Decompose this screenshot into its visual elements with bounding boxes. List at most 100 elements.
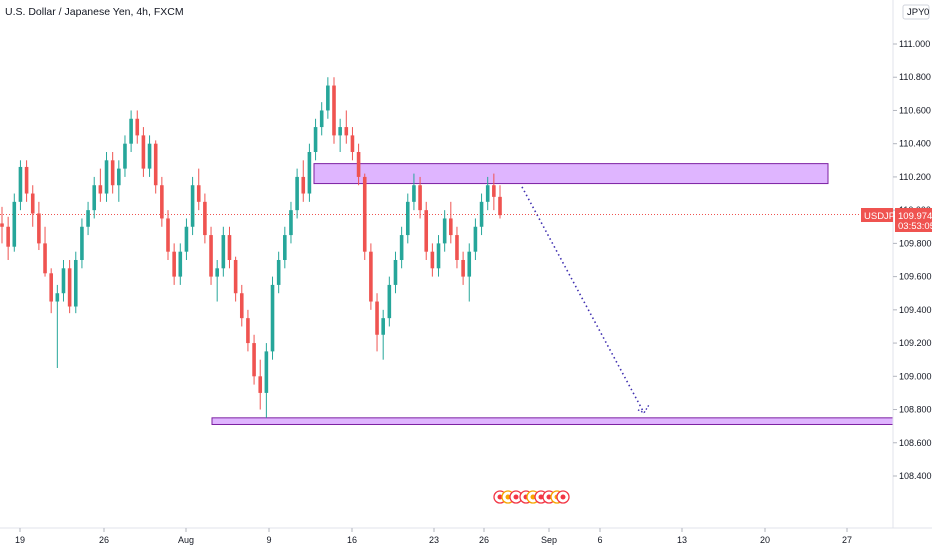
candle-body: [141, 135, 146, 169]
candle-body: [375, 301, 379, 335]
candle-body: [473, 226, 478, 252]
time-axis[interactable]: 19 26 Aug 9 16 23 26 Sep 6 13 20 27: [15, 528, 852, 545]
candle-body: [6, 226, 10, 247]
price-tick-label: 109.600: [899, 272, 932, 282]
candle-body: [399, 235, 404, 260]
candle-body: [153, 143, 158, 186]
event-flag-dot: [546, 494, 552, 500]
time-tick-label: Aug: [178, 535, 194, 545]
candle-body: [166, 218, 170, 252]
candle-body: [369, 251, 373, 302]
candle-body: [233, 259, 238, 294]
price-tick-label: 109.800: [899, 238, 932, 248]
candle-body: [455, 235, 459, 260]
price-tick-label: 108.800: [899, 405, 932, 415]
candle-body: [209, 235, 213, 277]
candle-body: [283, 235, 287, 260]
candle-body: [326, 85, 330, 111]
candle-body: [12, 201, 17, 247]
price-tick-label: 108.600: [899, 438, 932, 448]
currency-button-frame[interactable]: [902, 4, 930, 20]
candle-body: [110, 160, 115, 186]
candle-body: [18, 166, 23, 202]
candle-body: [123, 143, 127, 169]
candle-body: [492, 185, 496, 197]
candle-body: [184, 226, 189, 252]
candle-body: [196, 185, 201, 202]
candle-body: [24, 166, 29, 194]
price-tick-label: 110.400: [899, 139, 931, 149]
symbol-label: USDJPY: [864, 211, 902, 222]
price-tick-label: 109.400: [899, 305, 932, 315]
candle-body: [117, 168, 121, 186]
event-flag-dot: [538, 494, 544, 500]
zones-layer: [211, 163, 894, 425]
candle-body: [387, 284, 392, 319]
currency-label: JPY: [907, 7, 925, 18]
candle-body: [393, 259, 398, 285]
candle-body: [313, 127, 318, 152]
event-flag-dot: [513, 494, 519, 500]
candle-body: [43, 243, 47, 274]
price-tick-label: 110.200: [899, 172, 931, 182]
candle-body: [135, 118, 140, 136]
zone-rectangle[interactable]: [211, 417, 894, 425]
time-tick-label: 23: [429, 535, 439, 545]
candle-body: [430, 251, 435, 269]
economic-events[interactable]: [493, 490, 570, 504]
candle-body: [449, 218, 453, 236]
candle-body: [172, 251, 176, 277]
candle-body: [129, 118, 133, 144]
candle-body: [424, 210, 429, 252]
candle-body: [412, 185, 416, 202]
plot-area[interactable]: [0, 77, 894, 425]
time-tick-label: 20: [760, 535, 770, 545]
event-flag-dot: [530, 494, 536, 500]
candle-body: [442, 218, 447, 244]
candle-body: [258, 376, 263, 393]
time-tick-label: Sep: [541, 535, 557, 545]
time-tick-label: 16: [347, 535, 357, 545]
candle-body: [67, 268, 72, 307]
candle-body: [203, 201, 207, 236]
candle-body: [239, 293, 244, 319]
time-tick-label: 6: [597, 535, 602, 545]
currency-button[interactable]: JPY 0: [902, 4, 930, 20]
time-tick-label: 13: [677, 535, 687, 545]
candle-body: [301, 176, 306, 194]
chart-title: U.S. Dollar / Japanese Yen, 4h, FXCM: [5, 6, 184, 18]
event-flag-icon[interactable]: [556, 490, 570, 504]
candle-body: [289, 210, 293, 236]
price-badge: USDJPY 109.974 03:53:05: [861, 208, 932, 232]
symbol-badge: [861, 208, 893, 222]
candle-body: [467, 251, 472, 277]
price-tick-label: 109.000: [899, 371, 932, 381]
candle-body: [307, 151, 312, 194]
candle-body: [178, 251, 183, 277]
event-flag-dot: [560, 494, 566, 500]
candles-layer: [0, 77, 502, 418]
event-flag-dot: [505, 494, 511, 500]
time-tick-label: 26: [479, 535, 489, 545]
candle-body: [252, 343, 256, 377]
price-tick-label: 108.400: [899, 471, 932, 481]
price-tick-label: 111.000: [899, 39, 930, 49]
candle-body: [338, 127, 342, 136]
candle-body: [147, 143, 152, 169]
candle-body: [55, 293, 60, 302]
candle-body: [221, 235, 226, 269]
time-tick-label: 19: [15, 535, 25, 545]
price-tick-label: 110.600: [899, 105, 931, 115]
last-price-badge: [895, 208, 932, 232]
candle-body: [270, 284, 275, 352]
candle-body: [30, 193, 35, 214]
bar-countdown: 03:53:05: [898, 221, 932, 232]
candle-body: [49, 273, 53, 302]
time-tick-label: 27: [842, 535, 852, 545]
candle-body: [350, 135, 355, 152]
candle-body: [92, 185, 97, 211]
candle-body: [104, 160, 109, 194]
zone-rectangle[interactable]: [313, 163, 829, 185]
